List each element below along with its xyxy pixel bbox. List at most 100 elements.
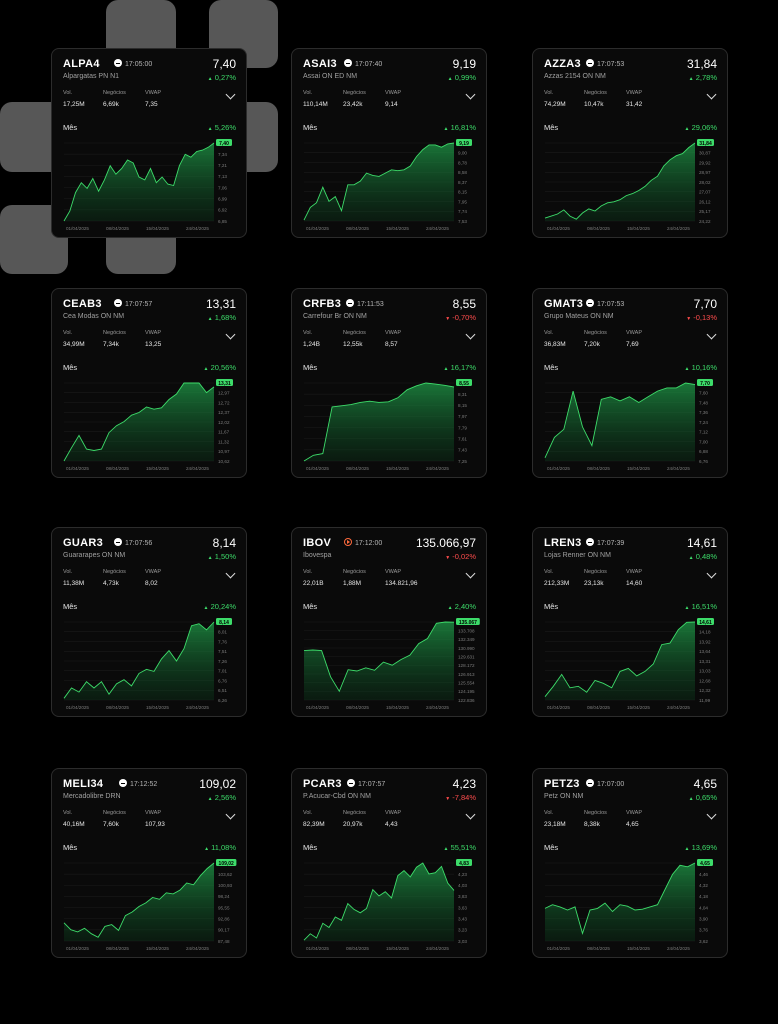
price-chart[interactable]: 9,19 9,00 8,78 8,58 8,37 8,15 7,95 7,74 7,53 01/0… (300, 137, 482, 233)
chevron-down-icon[interactable] (225, 89, 236, 100)
chevron-down-icon[interactable] (706, 329, 717, 340)
y-tick-label: 7,26 (218, 659, 227, 664)
y-tick-label: 129.631 (458, 654, 475, 659)
change-value: 0,65% (695, 793, 717, 802)
ticker-card-crfb3[interactable]: CRFB3 17:11:53 8,55 Carrefour Br ON NM ▼… (291, 288, 487, 478)
vwap-value: 31,42 (626, 101, 643, 108)
x-tick-label: 24/04/2025 (667, 705, 690, 710)
y-tick-label: 12,37 (218, 410, 230, 415)
price-chart[interactable]: 4,65 4,46 4,32 4,18 4,04 3,90 3,76 3,62 01/04/20… (541, 857, 723, 953)
vwap-label: VWAP (385, 90, 401, 96)
y-tick-label: 9,19 (459, 141, 469, 147)
last-price-marker (456, 379, 472, 386)
negocios-label: Negócios (103, 569, 126, 575)
period-label[interactable]: Mês (303, 363, 318, 372)
ticker-card-lren3[interactable]: LREN3 17:07:39 14,61 Lojas Renner ON NM … (532, 527, 728, 717)
chevron-down-icon[interactable] (225, 809, 236, 820)
last-update-time: 17:07:53 (586, 299, 624, 308)
daily-change: ▲ 1,50% (208, 552, 236, 561)
ticker-card-pcar3[interactable]: PCAR3 17:07:57 4,23 P.Acucar-Cbd ON NM ▼… (291, 768, 487, 958)
company-name: Assai ON ED NM (303, 73, 358, 80)
last-price: 9,19 (452, 57, 476, 71)
price-line (544, 862, 696, 935)
ticker-symbol: PETZ3 (544, 778, 580, 790)
x-tick-label: 15/04/2025 (627, 705, 650, 710)
negocios-label: Negócios (343, 569, 366, 575)
chevron-down-icon[interactable] (706, 568, 717, 579)
vwap-value: 9,14 (385, 101, 398, 108)
y-tick-label: 14,18 (699, 630, 711, 635)
period-label[interactable]: Mês (63, 843, 78, 852)
vol-label: Vol. (63, 810, 73, 816)
vwap-label: VWAP (626, 569, 642, 575)
ticker-card-guar3[interactable]: GUAR3 17:07:56 8,14 Guararapes ON NM ▲ 1… (51, 527, 247, 717)
ticker-card-meli34[interactable]: MELI34 17:12:52 109,02 Mercadolibre DRN … (51, 768, 247, 958)
negocios-value: 1,88M (343, 580, 362, 587)
y-tick-label: 6,76 (699, 459, 708, 464)
price-line (63, 142, 215, 222)
negocios-value: 23,42k (343, 101, 363, 108)
period-label[interactable]: Mês (303, 123, 318, 132)
period-label[interactable]: Mês (63, 123, 78, 132)
ticker-card-asai3[interactable]: ASAI3 17:07:40 9,19 Assai ON ED NM ▲ 0,9… (291, 48, 487, 238)
chevron-down-icon[interactable] (706, 809, 717, 820)
last-update-time: 17:07:56 (114, 538, 152, 547)
price-chart[interactable]: 8,14 8,01 7,76 7,51 7,26 7,01 6,76 6,51 6,26 01/0… (60, 616, 242, 712)
chevron-down-icon[interactable] (465, 89, 476, 100)
ticker-card-ceab3[interactable]: CEAB3 17:07:57 13,31 Cea Modas ON NM ▲ 1… (51, 288, 247, 478)
price-chart[interactable]: 109,02 103,62 100,93 98,24 95,55 92,86 90,17 87… (60, 857, 242, 953)
price-area (304, 143, 454, 221)
period-change: ▲ 29,06% (685, 123, 717, 132)
price-chart[interactable]: 7,70 7,60 7,48 7,36 7,24 7,12 7,00 6,88 6,76 01/0… (541, 377, 723, 473)
chevron-down-icon[interactable] (706, 89, 717, 100)
chevron-down-icon[interactable] (465, 809, 476, 820)
y-tick-label: 3,43 (458, 917, 467, 922)
last-update-time: 17:07:53 (586, 59, 624, 68)
period-label[interactable]: Mês (303, 843, 318, 852)
x-tick-label: 01/04/2025 (306, 946, 329, 951)
ticker-card-gmat3[interactable]: GMAT3 17:07:53 7,70 Grupo Mateus ON NM ▼… (532, 288, 728, 478)
price-chart[interactable]: 13,31 12,97 12,72 12,37 12,02 11,67 11,32 10,97… (60, 377, 242, 473)
period-label[interactable]: Mês (544, 843, 559, 852)
price-chart[interactable]: 7,40 7,34 7,21 7,13 7,06 6,99 6,92 6,85 01/04/20… (60, 137, 242, 233)
chevron-down-icon[interactable] (465, 568, 476, 579)
period-change-value: 16,17% (450, 363, 476, 372)
period-label[interactable]: Mês (63, 602, 78, 611)
ticker-card-ibov[interactable]: IBOV 17:12:00 135.066,97 Ibovespa ▼ -0,0… (291, 527, 487, 717)
price-chart[interactable]: 14,61 14,18 13,92 13,64 13,31 13,03 12,68 12,32… (541, 616, 723, 712)
negocios-label: Negócios (103, 810, 126, 816)
y-tick-label: 3,63 (458, 905, 467, 910)
y-tick-label: 12,68 (699, 678, 711, 683)
price-chart[interactable]: 135.067 133.708 132.349 130.990 129.631 128.1… (300, 616, 482, 712)
chevron-down-icon[interactable] (225, 329, 236, 340)
ticker-card-petz3[interactable]: PETZ3 17:07:00 4,65 Petz ON NM ▲ 0,65% V… (532, 768, 728, 958)
price-chart[interactable]: 4,83 4,23 4,03 3,83 3,63 3,43 3,23 3,03 01/04/20… (300, 857, 482, 953)
ticker-card-azza3[interactable]: AZZA3 17:07:53 31,84 Azzas 2154 ON NM ▲ … (532, 48, 728, 238)
time-text: 17:07:00 (597, 781, 625, 788)
y-tick-label: 11,99 (699, 698, 711, 703)
y-tick-label: 27,07 (699, 190, 711, 195)
chevron-down-icon[interactable] (465, 329, 476, 340)
y-tick-label: 7,74 (458, 209, 467, 214)
ticker-card-alpa4[interactable]: ALPA4 17:05:00 7,40 Alpargatas PN N1 ▲ 0… (51, 48, 247, 238)
period-label[interactable]: Mês (544, 123, 559, 132)
vol-value: 22,01B (303, 580, 324, 587)
period-change: ▲ 5,26% (208, 123, 236, 132)
clock-icon (114, 299, 122, 307)
time-text: 17:12:00 (355, 540, 383, 547)
y-tick-label: 10,62 (218, 459, 230, 464)
vol-value: 212,33M (544, 580, 570, 587)
x-tick-label: 15/04/2025 (386, 946, 409, 951)
chevron-down-icon[interactable] (225, 568, 236, 579)
period-label[interactable]: Mês (544, 602, 559, 611)
ticker-symbol: GUAR3 (63, 537, 104, 549)
period-label[interactable]: Mês (63, 363, 78, 372)
vwap-value: 8,57 (385, 341, 398, 348)
period-label[interactable]: Mês (544, 363, 559, 372)
x-tick-label: 01/04/2025 (547, 466, 570, 471)
period-label[interactable]: Mês (303, 602, 318, 611)
price-chart[interactable]: 8,55 8,31 8,15 7,97 7,79 7,61 7,43 7,25 01/04/20… (300, 377, 482, 473)
last-update-time: 17:05:00 (114, 59, 152, 68)
price-chart[interactable]: 31,84 30,87 29,92 28,97 28,02 27,07 26,12 25,17… (541, 137, 723, 233)
clock-icon (586, 59, 594, 67)
